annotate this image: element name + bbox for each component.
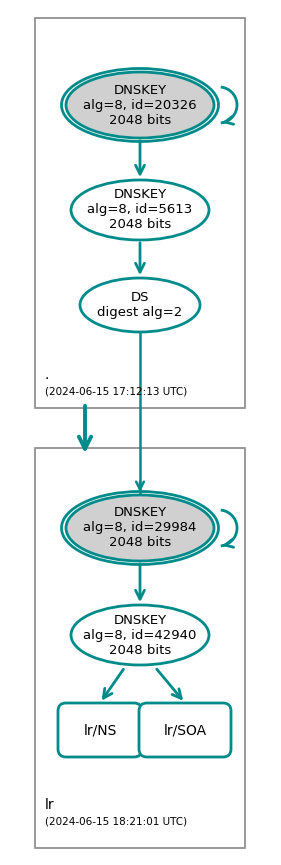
Text: lr/SOA: lr/SOA — [164, 723, 207, 737]
Ellipse shape — [66, 72, 214, 138]
Text: DNSKEY
alg=8, id=42940
2048 bits: DNSKEY alg=8, id=42940 2048 bits — [83, 613, 197, 657]
Ellipse shape — [71, 605, 209, 665]
Text: lr/NS: lr/NS — [83, 723, 117, 737]
Ellipse shape — [80, 278, 200, 332]
Text: (2024-06-15 18:21:01 UTC): (2024-06-15 18:21:01 UTC) — [45, 816, 187, 826]
FancyBboxPatch shape — [35, 18, 245, 408]
Text: DS
digest alg=2: DS digest alg=2 — [98, 291, 183, 319]
Text: (2024-06-15 17:12:13 UTC): (2024-06-15 17:12:13 UTC) — [45, 386, 187, 396]
FancyBboxPatch shape — [58, 703, 142, 757]
Ellipse shape — [66, 495, 214, 561]
Text: DNSKEY
alg=8, id=29984
2048 bits: DNSKEY alg=8, id=29984 2048 bits — [83, 507, 197, 549]
Text: .: . — [45, 368, 49, 382]
FancyBboxPatch shape — [35, 448, 245, 848]
Text: DNSKEY
alg=8, id=5613
2048 bits: DNSKEY alg=8, id=5613 2048 bits — [87, 189, 192, 232]
Ellipse shape — [71, 180, 209, 240]
FancyBboxPatch shape — [139, 703, 231, 757]
Text: DNSKEY
alg=8, id=20326
2048 bits: DNSKEY alg=8, id=20326 2048 bits — [83, 84, 197, 126]
Text: lr: lr — [45, 798, 55, 812]
